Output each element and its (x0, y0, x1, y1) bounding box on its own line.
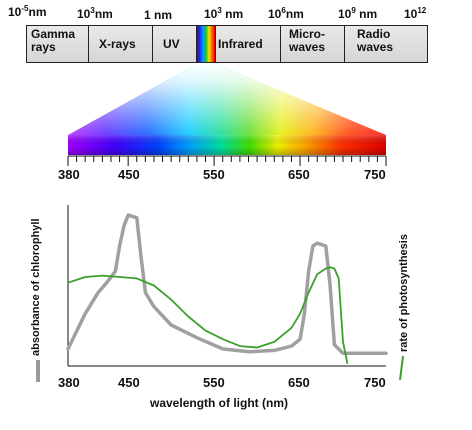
ruler-ticks (67, 156, 387, 166)
photosynthesis-line (67, 266, 349, 365)
x-axis-label: wavelength of light (nm) (150, 396, 288, 410)
spectrum-ruler (67, 155, 387, 166)
chart-x-tick-label: 650 (288, 375, 310, 390)
spectrum-tick-label: 650 (288, 167, 310, 182)
wavelength-label: 10-5nm (8, 4, 47, 19)
legend-swatch-photosynthesis (399, 355, 404, 381)
band-uv: UV (153, 26, 197, 62)
band-gamma-rays: Gamma rays (27, 26, 89, 62)
spectrum-tick-label: 380 (58, 167, 80, 182)
band-infrared: Infrared (215, 26, 281, 62)
wavelength-label: 103nm (77, 6, 113, 21)
wavelength-label: 103 nm (204, 6, 244, 21)
band-label: X-rays (99, 36, 136, 51)
chart-x-tick-label: 380 (58, 375, 80, 390)
band-radio-waves: Radio waves (357, 27, 394, 54)
chart-x-tick-label: 450 (118, 375, 140, 390)
band-x-rays: X-rays (89, 26, 153, 62)
visible-band (197, 26, 216, 62)
spectrum-tick-label: 550 (203, 167, 225, 182)
band-label: Infrared (218, 36, 263, 51)
band-label: UV (163, 36, 180, 51)
chart-x-tick-label: 550 (203, 375, 225, 390)
left-axis-label: absorbance of chlorophyll (30, 218, 42, 356)
wavelength-label: 1012 (404, 6, 427, 21)
wavelength-label: 109 nm (338, 6, 378, 21)
em-spectrum-bar: Gamma rays X-rays UV Infrared Micro- wav… (26, 25, 428, 63)
series-layer (66, 213, 388, 365)
spectrum-tick-label: 750 (364, 167, 386, 182)
right-axis-label: rate of photosynthesis (398, 234, 410, 352)
spectrum-triangle-fade (68, 63, 386, 135)
spectrum-tick-label: 450 (118, 167, 140, 182)
chart-x-tick-label: 750 (364, 375, 386, 390)
band-microwaves: Micro- waves (281, 26, 345, 62)
absorbance-line (66, 213, 388, 355)
wavelength-label: 1 nm (144, 8, 173, 22)
visible-spectrum-shade (68, 135, 386, 155)
wavelength-label: 106nm (268, 6, 304, 21)
